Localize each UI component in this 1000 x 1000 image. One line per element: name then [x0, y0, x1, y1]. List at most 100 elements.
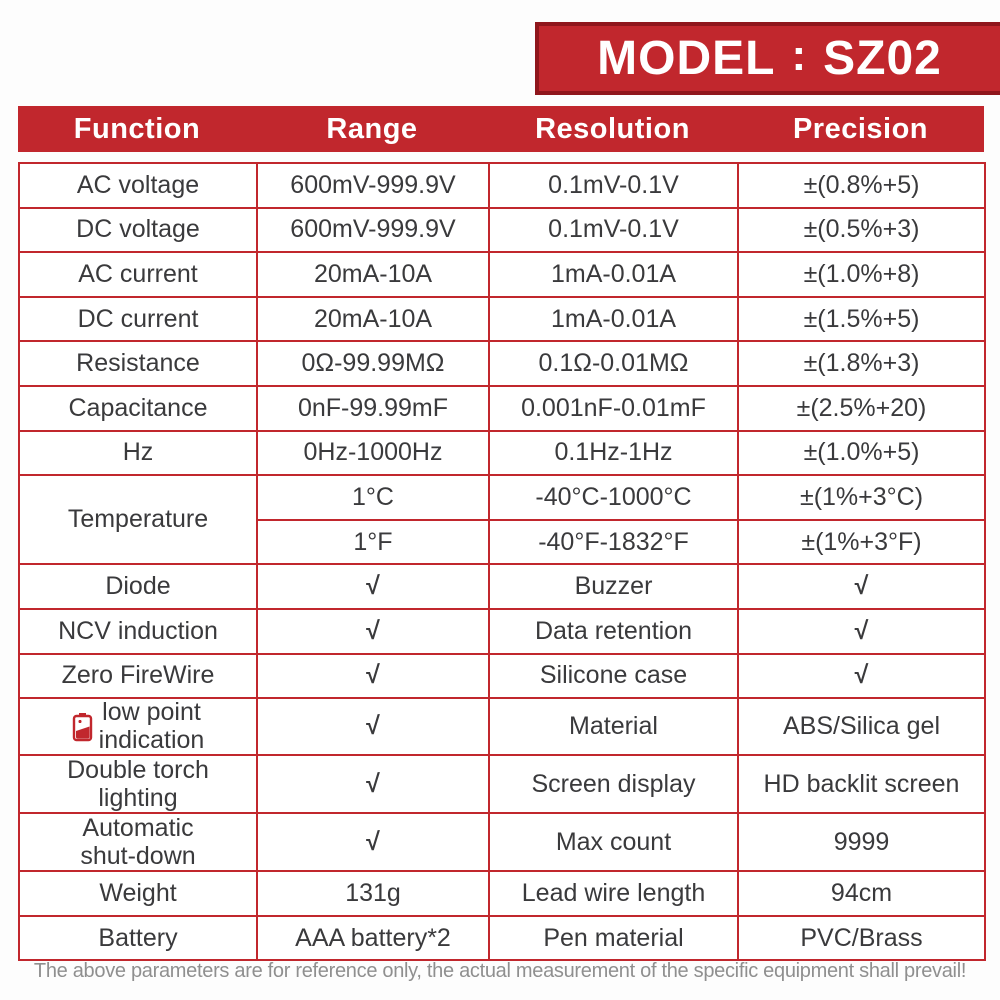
attribute-cell: Screen display: [488, 754, 739, 815]
function-line: indication: [98, 725, 205, 754]
table-row: low point indication √ Material ABS/Sili…: [18, 697, 986, 757]
model-banner: MODEL : SZ02: [535, 22, 1000, 95]
function-cell: Capacitance: [18, 384, 258, 432]
range-cell: 1°F: [256, 518, 490, 566]
range-cell: AAA battery*2: [256, 914, 490, 962]
table-row: AC current 20mA-10A 1mA-0.01A ±(1.0%+8): [18, 251, 986, 298]
resolution-cell: 0.1Ω-0.01MΩ: [488, 340, 739, 387]
function-cell: Resistance: [18, 340, 258, 387]
table-row: Double torch lighting √ Screen display H…: [18, 754, 986, 815]
range-cell: 1°C: [256, 474, 490, 521]
value-cell: 9999: [737, 812, 986, 873]
attribute-cell: Buzzer: [488, 563, 739, 610]
range-cell: 600mV-999.9V: [256, 206, 490, 254]
range-cell: 20mA-10A: [256, 295, 490, 343]
function-line: low point: [102, 698, 201, 727]
model-separator: :: [791, 30, 808, 80]
value-checkmark: √: [737, 607, 986, 655]
header-function: Function: [73, 112, 201, 145]
resolution-cell: 0.1mV-0.1V: [488, 162, 739, 209]
table-header-row: Function Range Resolution Precision: [18, 106, 984, 152]
function-cell: Battery: [18, 914, 258, 962]
resolution-cell: 1mA-0.01A: [488, 295, 739, 343]
range-cell: 131g: [256, 870, 490, 917]
resolution-cell: 0.1Hz-1Hz: [488, 429, 739, 477]
precision-cell: ±(1.0%+5): [737, 429, 986, 477]
table-row: Diode √ Buzzer √: [18, 563, 986, 610]
supported-checkmark: √: [256, 563, 490, 610]
table-row: Battery AAA battery*2 Pen material PVC/B…: [18, 914, 986, 962]
range-cell: 600mV-999.9V: [256, 162, 490, 209]
precision-cell: ±(1.8%+3): [737, 340, 986, 387]
battery-low-icon: [72, 712, 92, 741]
precision-cell: ±(1%+3°C): [737, 474, 986, 521]
table-row: AC voltage 600mV-999.9V 0.1mV-0.1V ±(0.8…: [18, 162, 986, 209]
model-label: MODEL: [597, 32, 776, 85]
function-cell: DC current: [18, 295, 258, 343]
attribute-cell: Max count: [488, 812, 739, 873]
function-cell: Automatic shut-down: [18, 812, 258, 873]
supported-checkmark: √: [256, 697, 490, 757]
supported-checkmark: √: [256, 754, 490, 815]
range-cell: 0nF-99.99mF: [256, 384, 490, 432]
function-cell: Diode: [18, 563, 258, 610]
attribute-cell: Lead wire length: [488, 870, 739, 917]
function-cell: AC voltage: [18, 162, 258, 209]
function-cell: NCV induction: [18, 607, 258, 655]
resolution-cell: 0.001nF-0.01mF: [488, 384, 739, 432]
attribute-cell: Silicone case: [488, 652, 739, 700]
function-line: Automatic: [82, 814, 194, 843]
function-line: Double torch: [67, 756, 209, 785]
function-cell: Weight: [18, 870, 258, 917]
function-cell: DC voltage: [18, 206, 258, 254]
value-checkmark: √: [737, 652, 986, 700]
range-cell: 20mA-10A: [256, 251, 490, 298]
resolution-cell: 1mA-0.01A: [488, 251, 739, 298]
value-cell: HD backlit screen: [737, 754, 986, 815]
table-row: Weight 131g Lead wire length 94cm: [18, 870, 986, 917]
function-cell: Zero FireWire: [18, 652, 258, 700]
header-range: Range: [326, 112, 418, 145]
resolution-cell: -40°F-1832°F: [488, 518, 739, 566]
precision-cell: ±(1.5%+5): [737, 295, 986, 343]
resolution-cell: -40°C-1000°C: [488, 474, 739, 521]
function-cell: Hz: [18, 429, 258, 477]
table-row-temperature: Temperature 1°C -40°C-1000°C ±(1%+3°C): [18, 474, 986, 566]
header-resolution: Resolution: [535, 112, 690, 145]
supported-checkmark: √: [256, 607, 490, 655]
function-cell: low point indication: [18, 697, 258, 757]
resolution-cell: 0.1mV-0.1V: [488, 206, 739, 254]
table-row-temperature: 1°F -40°F-1832°F ±(1%+3°F): [19, 518, 986, 566]
range-cell: 0Hz-1000Hz: [256, 429, 490, 477]
value-cell: ABS/Silica gel: [737, 697, 986, 757]
table-row: Zero FireWire √ Silicone case √: [18, 652, 986, 700]
attribute-cell: Material: [488, 697, 739, 757]
table-row: Automatic shut-down √ Max count 9999: [18, 812, 986, 873]
precision-cell: ±(1%+3°F): [737, 518, 986, 566]
value-cell: 94cm: [737, 870, 986, 917]
precision-cell: ±(0.5%+3): [737, 206, 986, 254]
spec-table: AC voltage 600mV-999.9V 0.1mV-0.1V ±(0.8…: [18, 162, 986, 962]
table-row: NCV induction √ Data retention √: [18, 607, 986, 655]
attribute-cell: Data retention: [488, 607, 739, 655]
attribute-cell: Pen material: [488, 914, 739, 962]
table-row: Resistance 0Ω-99.99MΩ 0.1Ω-0.01MΩ ±(1.8%…: [18, 340, 986, 387]
range-cell: 0Ω-99.99MΩ: [256, 340, 490, 387]
value-cell: PVC/Brass: [737, 914, 986, 962]
table-row: DC voltage 600mV-999.9V 0.1mV-0.1V ±(0.5…: [18, 206, 986, 254]
header-precision: Precision: [792, 112, 929, 145]
table-row: Hz 0Hz-1000Hz 0.1Hz-1Hz ±(1.0%+5): [18, 429, 986, 477]
table-row: Capacitance 0nF-99.99mF 0.001nF-0.01mF ±…: [18, 384, 986, 432]
function-cell: Temperature: [18, 474, 258, 566]
precision-cell: ±(2.5%+20): [737, 384, 986, 432]
footer-note: The above parameters are for reference o…: [33, 960, 967, 982]
supported-checkmark: √: [256, 812, 490, 873]
value-checkmark: √: [737, 563, 986, 610]
table-row: DC current 20mA-10A 1mA-0.01A ±(1.5%+5): [18, 295, 986, 343]
supported-checkmark: √: [256, 652, 490, 700]
function-line: lighting: [98, 783, 178, 812]
function-cell: Double torch lighting: [18, 754, 258, 815]
function-cell: AC current: [18, 251, 258, 298]
function-line: shut-down: [80, 841, 196, 870]
